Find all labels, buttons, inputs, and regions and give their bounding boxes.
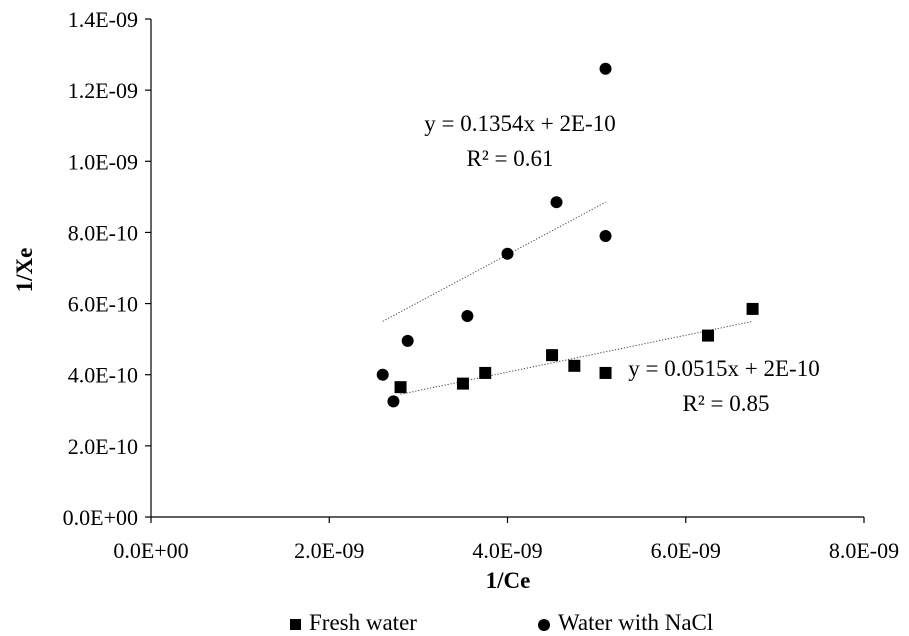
data-points <box>376 62 759 408</box>
x-axis: 0.0E+00 2.0E-09 4.0E-09 6.0E-09 8.0E-09 <box>113 517 899 563</box>
x-tick-label: 8.0E-09 <box>829 538 899 563</box>
point-fresh-water <box>479 366 492 379</box>
point-fresh-water <box>568 359 581 372</box>
point-fresh-water <box>546 349 559 362</box>
point-fresh-water <box>456 377 469 390</box>
nacl-trend-r2: R² = 0.61 <box>467 146 554 171</box>
nacl-trend-equation: y = 0.1354x + 2E-10 <box>424 111 615 136</box>
legend-marker-fresh-water <box>290 619 301 630</box>
x-tick-label: 4.0E-09 <box>472 538 542 563</box>
legend: Fresh water Water with NaCl <box>290 610 713 635</box>
y-tick-label: 2.0E-10 <box>68 434 138 459</box>
point-water-with-nacl <box>387 395 400 408</box>
x-tick-label: 6.0E-09 <box>651 538 721 563</box>
legend-label-water-with-nacl: Water with NaCl <box>558 610 713 635</box>
point-water-with-nacl <box>401 334 414 347</box>
y-tick-label: 0.0E+00 <box>63 505 138 530</box>
y-axis: 0.0E+00 2.0E-10 4.0E-10 6.0E-10 8.0E-10 1.0E-… <box>63 7 151 530</box>
point-water-with-nacl <box>501 247 514 260</box>
y-tick-label: 4.0E-10 <box>68 363 138 388</box>
trendline-water-with-nacl <box>382 201 606 322</box>
fresh-trend-r2: R² = 0.85 <box>683 391 770 416</box>
y-tick-label: 8.0E-10 <box>68 220 138 245</box>
x-axis-title: 1/Ce <box>486 568 531 593</box>
trendlines <box>382 201 753 395</box>
y-tick-label: 1.0E-09 <box>68 149 138 174</box>
point-fresh-water <box>599 366 612 379</box>
point-water-with-nacl <box>376 368 389 381</box>
point-water-with-nacl <box>550 196 563 209</box>
point-water-with-nacl <box>599 62 612 75</box>
point-fresh-water <box>702 329 715 342</box>
point-water-with-nacl <box>599 229 612 242</box>
plot-frame <box>150 19 864 518</box>
point-fresh-water <box>746 302 759 315</box>
y-axis-title: 1/Xe <box>12 248 37 293</box>
y-tick-label: 6.0E-10 <box>68 292 138 317</box>
y-tick-label: 1.2E-09 <box>68 78 138 103</box>
legend-label-fresh-water: Fresh water <box>309 610 417 635</box>
point-fresh-water <box>394 381 407 394</box>
x-tick-label: 2.0E-09 <box>294 538 364 563</box>
x-tick-label: 0.0E+00 <box>113 538 188 563</box>
fresh-trend-equation: y = 0.0515x + 2E-10 <box>628 356 819 381</box>
point-water-with-nacl <box>461 310 474 323</box>
legend-marker-water-with-nacl <box>538 619 550 631</box>
y-tick-label: 1.4E-09 <box>68 7 138 32</box>
